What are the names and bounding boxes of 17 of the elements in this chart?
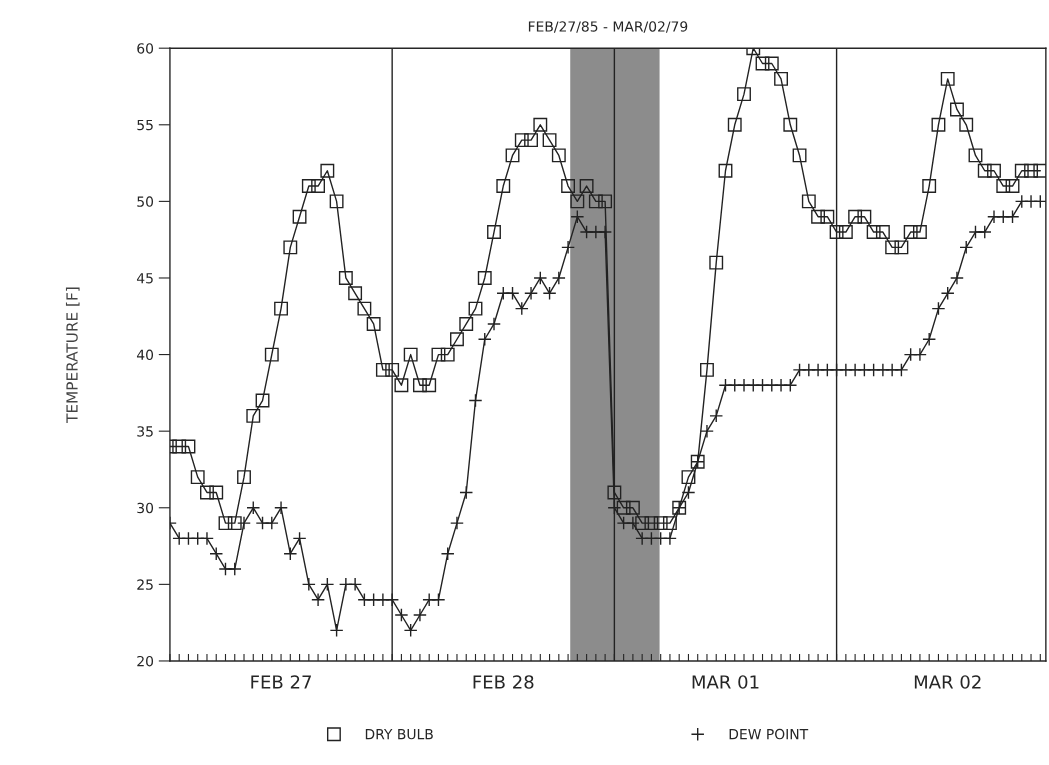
x-tick-label: FEB 27 — [251, 675, 311, 689]
y-tick-label: 35 — [137, 426, 153, 437]
y-tick-label: 30 — [137, 502, 154, 514]
legend-label: DEW POINT — [729, 728, 809, 740]
chart-title: FEB/27/85 - MAR/02/79 — [528, 21, 688, 33]
y-tick-label: 40 — [136, 349, 154, 361]
legend-label: DRY BULB — [365, 729, 433, 740]
y-axis-title: TEMPERATURE [F] — [65, 287, 80, 423]
y-tick-label: 50 — [137, 196, 154, 207]
y-tick-label: 45 — [136, 273, 153, 284]
y-tick-label: 60 — [137, 43, 154, 54]
y-tick-label: 20 — [137, 655, 154, 667]
y-tick-label: 55 — [137, 119, 153, 131]
x-tick-label: MAR 01 — [692, 675, 759, 689]
x-tick-label: FEB 28 — [473, 675, 534, 689]
x-tick-label: MAR 02 — [914, 675, 981, 689]
y-tick-label: 25 — [137, 579, 153, 590]
